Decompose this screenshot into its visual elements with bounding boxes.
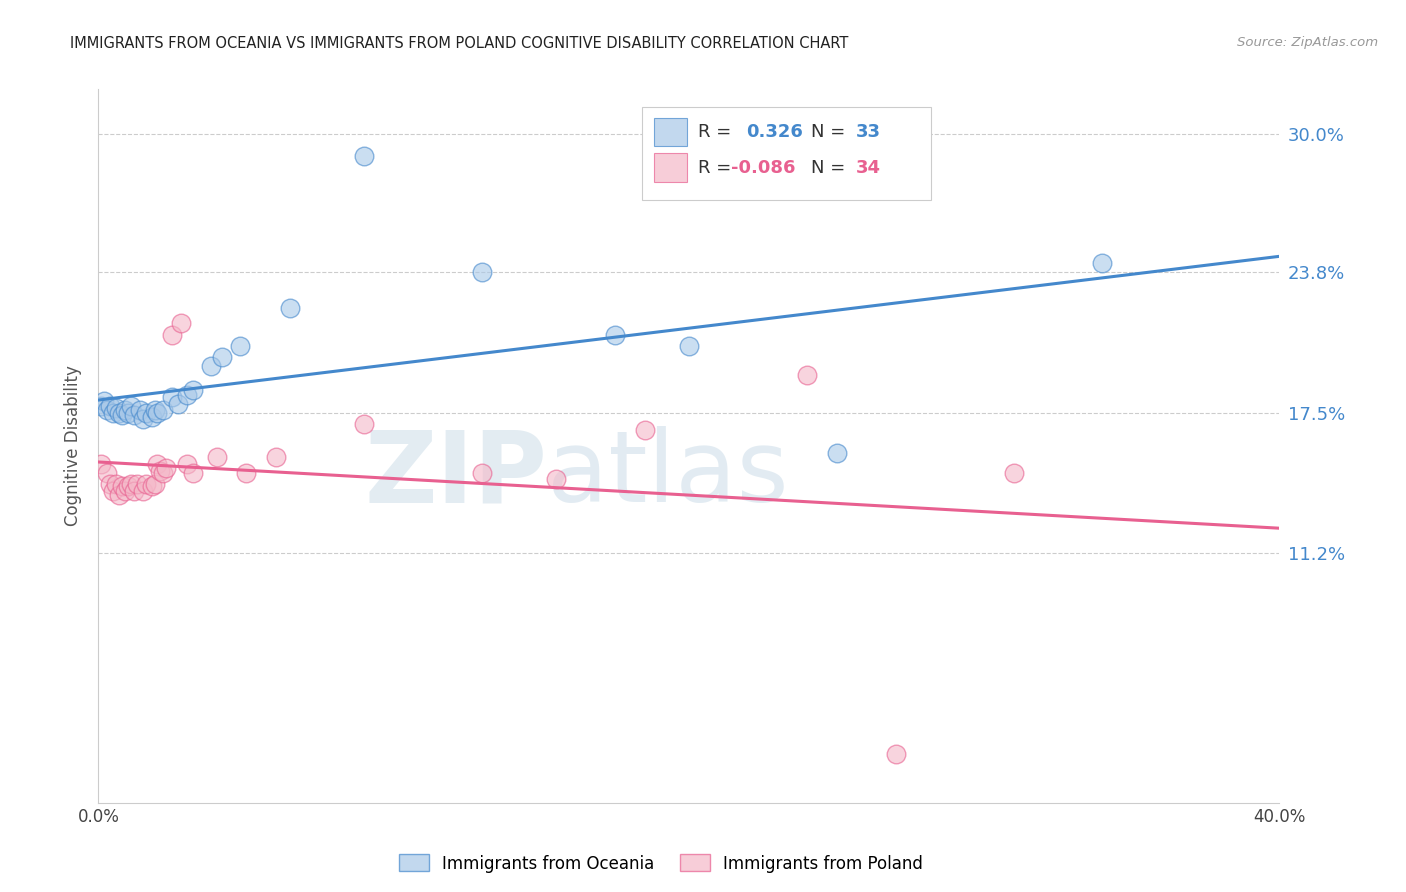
Text: atlas: atlas (547, 426, 789, 523)
Point (162, 327, 183, 342)
Point (143, 403, 166, 417)
Point (176, 387, 198, 401)
Point (117, 479, 139, 493)
Point (235, 466, 257, 480)
Point (546, 473, 568, 487)
Point (128, 403, 150, 417)
Point (633, 424, 655, 438)
Point (605, 327, 627, 342)
Point (90, 457, 112, 471)
Text: -0.086: -0.086 (731, 159, 796, 177)
Point (105, 476, 128, 491)
Point (98, 399, 121, 413)
FancyBboxPatch shape (641, 107, 931, 200)
Point (152, 466, 174, 480)
Point (135, 405, 157, 420)
Point (162, 390, 183, 404)
Point (200, 359, 222, 373)
Point (181, 466, 204, 480)
Text: R =: R = (699, 123, 737, 141)
Point (229, 338, 252, 352)
Point (93, 394, 115, 409)
Point (141, 410, 163, 425)
Point (132, 412, 155, 426)
Point (155, 461, 177, 475)
Point (120, 399, 142, 413)
FancyBboxPatch shape (654, 118, 686, 146)
Point (103, 483, 125, 498)
Point (796, 368, 818, 382)
Point (176, 457, 198, 471)
Point (1091, 256, 1114, 270)
Legend: Immigrants from Oceania, Immigrants from Poland: Immigrants from Oceania, Immigrants from… (392, 847, 929, 880)
Point (114, 403, 136, 417)
Text: IMMIGRANTS FROM OCEANIA VS IMMIGRANTS FROM POLAND COGNITIVE DISABILITY CORRELATI: IMMIGRANTS FROM OCEANIA VS IMMIGRANTS FR… (70, 36, 849, 51)
Point (678, 338, 700, 352)
Point (135, 476, 157, 491)
Point (353, 417, 375, 431)
Point (122, 408, 145, 422)
Point (98, 476, 121, 491)
Text: ZIP: ZIP (364, 426, 547, 523)
Point (122, 483, 145, 498)
Point (120, 476, 142, 491)
Point (825, 446, 848, 460)
Point (471, 466, 494, 480)
Point (117, 405, 139, 420)
Text: 0.326: 0.326 (745, 123, 803, 141)
Point (90, 399, 112, 413)
Text: R =: R = (699, 159, 737, 177)
Point (114, 483, 136, 498)
Point (125, 476, 148, 491)
Point (111, 479, 134, 493)
Point (211, 350, 233, 364)
Point (167, 396, 190, 410)
Text: Source: ZipAtlas.com: Source: ZipAtlas.com (1237, 36, 1378, 49)
Point (278, 301, 302, 315)
Point (111, 408, 134, 422)
Point (141, 479, 163, 493)
Point (105, 401, 128, 416)
Point (1002, 466, 1025, 480)
Point (96, 466, 118, 480)
Point (471, 265, 494, 279)
Point (884, 747, 907, 761)
Point (170, 317, 193, 331)
Point (132, 483, 155, 498)
Text: 34: 34 (855, 159, 880, 177)
FancyBboxPatch shape (654, 153, 686, 182)
Text: N =: N = (811, 123, 851, 141)
Point (149, 464, 172, 478)
Point (353, 149, 375, 163)
Point (108, 405, 131, 420)
Point (108, 488, 131, 502)
Point (205, 450, 228, 465)
Point (96, 403, 118, 417)
Point (181, 384, 204, 398)
Point (143, 476, 166, 491)
Y-axis label: Cognitive Disability: Cognitive Disability (65, 366, 83, 526)
Point (103, 405, 125, 420)
Point (146, 457, 169, 471)
Point (264, 450, 287, 465)
Point (146, 405, 169, 420)
Text: N =: N = (811, 159, 851, 177)
Text: 33: 33 (855, 123, 880, 141)
Point (152, 403, 174, 417)
